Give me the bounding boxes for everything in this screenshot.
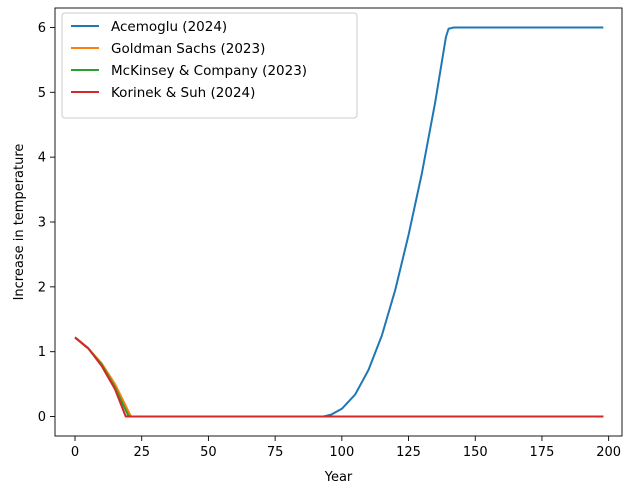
legend-label: Korinek & Suh (2024) bbox=[111, 85, 255, 101]
series-line-4 bbox=[74, 336, 604, 418]
x-tick-label: 25 bbox=[133, 445, 150, 460]
x-tick-label: 200 bbox=[596, 445, 621, 460]
legend-label: Acemoglu (2024) bbox=[111, 19, 227, 35]
y-axis-label: Increase in temperature bbox=[12, 144, 27, 301]
y-tick-label: 0 bbox=[38, 410, 46, 425]
legend-box bbox=[61, 12, 358, 119]
x-axis-label: Year bbox=[324, 470, 353, 485]
y-tick-label: 5 bbox=[38, 86, 46, 101]
x-tick-label: 50 bbox=[200, 445, 217, 460]
y-axis: 0 1 2 3 4 5 6 bbox=[38, 21, 55, 425]
y-tick-label: 6 bbox=[38, 21, 46, 36]
x-axis: 0 25 50 75 100 125 150 175 200 bbox=[71, 436, 621, 460]
legend: Acemoglu (2024) Goldman Sachs (2023) McKin… bbox=[61, 12, 358, 119]
y-tick-label: 1 bbox=[38, 345, 46, 360]
x-tick-label: 175 bbox=[530, 445, 555, 460]
series-lines bbox=[74, 26, 604, 418]
x-tick-label: 100 bbox=[329, 445, 354, 460]
y-tick-label: 3 bbox=[38, 216, 46, 231]
x-tick-label: 150 bbox=[463, 445, 488, 460]
legend-label: McKinsey & Company (2023) bbox=[111, 63, 307, 79]
legend-label: Goldman Sachs (2023) bbox=[111, 41, 265, 57]
series-line-3 bbox=[74, 336, 604, 418]
y-tick-label: 2 bbox=[38, 280, 46, 295]
series-line-2 bbox=[74, 336, 604, 418]
x-tick-label: 125 bbox=[396, 445, 421, 460]
x-tick-label: 0 bbox=[71, 445, 79, 460]
x-tick-label: 75 bbox=[267, 445, 284, 460]
y-tick-label: 4 bbox=[38, 151, 46, 166]
